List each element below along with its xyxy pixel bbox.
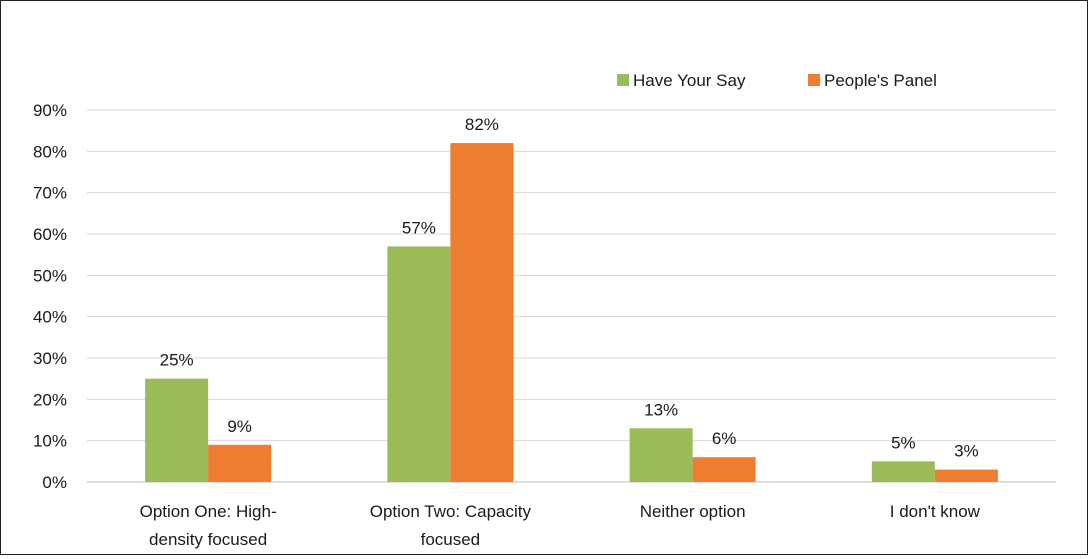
legend-label: Have Your Say xyxy=(633,71,746,90)
data-label: 9% xyxy=(227,417,252,436)
x-category-label-line: Neither option xyxy=(640,502,746,521)
y-tick-label: 40% xyxy=(33,308,67,327)
bar xyxy=(692,457,756,482)
y-tick-label: 60% xyxy=(33,225,67,244)
x-category-label-line: Option Two: Capacity xyxy=(370,502,532,521)
gridlines xyxy=(87,109,1056,483)
bar xyxy=(871,461,935,482)
legend: Have Your Say People's Panel xyxy=(617,71,937,90)
bar xyxy=(450,143,514,483)
data-label: 13% xyxy=(644,400,678,419)
data-label: 3% xyxy=(954,442,979,461)
data-label: 6% xyxy=(712,429,737,448)
x-category-label: Option Two: Capacity focused xyxy=(370,502,532,549)
bar xyxy=(208,444,272,482)
x-axis-category-labels: Option One: High-density focused Option T… xyxy=(140,502,981,549)
x-category-label: Neither option xyxy=(640,502,746,521)
x-category-label: I don't know xyxy=(890,502,981,521)
y-tick-label: 70% xyxy=(33,184,67,203)
y-tick-label: 50% xyxy=(33,266,67,285)
data-label: 82% xyxy=(465,115,499,134)
y-tick-label: 80% xyxy=(33,142,67,161)
y-tick-label: 10% xyxy=(33,432,67,451)
bar xyxy=(387,246,451,482)
bar xyxy=(145,378,209,482)
y-tick-label: 90% xyxy=(33,101,67,120)
y-axis-tick-labels: 0% 10% 20% 30% 40% 50% 60% 70% 80% 90% xyxy=(33,101,67,492)
x-category-label-line: Option One: High- xyxy=(140,502,277,521)
bar xyxy=(629,428,693,482)
bars xyxy=(145,143,998,483)
legend-label: People's Panel xyxy=(824,71,937,90)
data-label: 25% xyxy=(160,351,194,370)
x-category-label-line: density focused xyxy=(149,530,267,549)
x-category-label-line: focused xyxy=(421,530,481,549)
data-label: 57% xyxy=(402,218,436,237)
y-tick-label: 20% xyxy=(33,390,67,409)
y-tick-label: 0% xyxy=(42,473,67,492)
y-tick-label: 30% xyxy=(33,349,67,368)
legend-swatch xyxy=(617,74,629,86)
data-labels: 25% 9% 57% 82% 13% 6% 5% 3% xyxy=(160,115,979,461)
legend-swatch xyxy=(808,74,820,86)
x-category-label-line: I don't know xyxy=(890,502,981,521)
bar xyxy=(934,469,998,482)
data-label: 5% xyxy=(891,433,916,452)
x-category-label: Option One: High-density focused xyxy=(140,502,277,549)
